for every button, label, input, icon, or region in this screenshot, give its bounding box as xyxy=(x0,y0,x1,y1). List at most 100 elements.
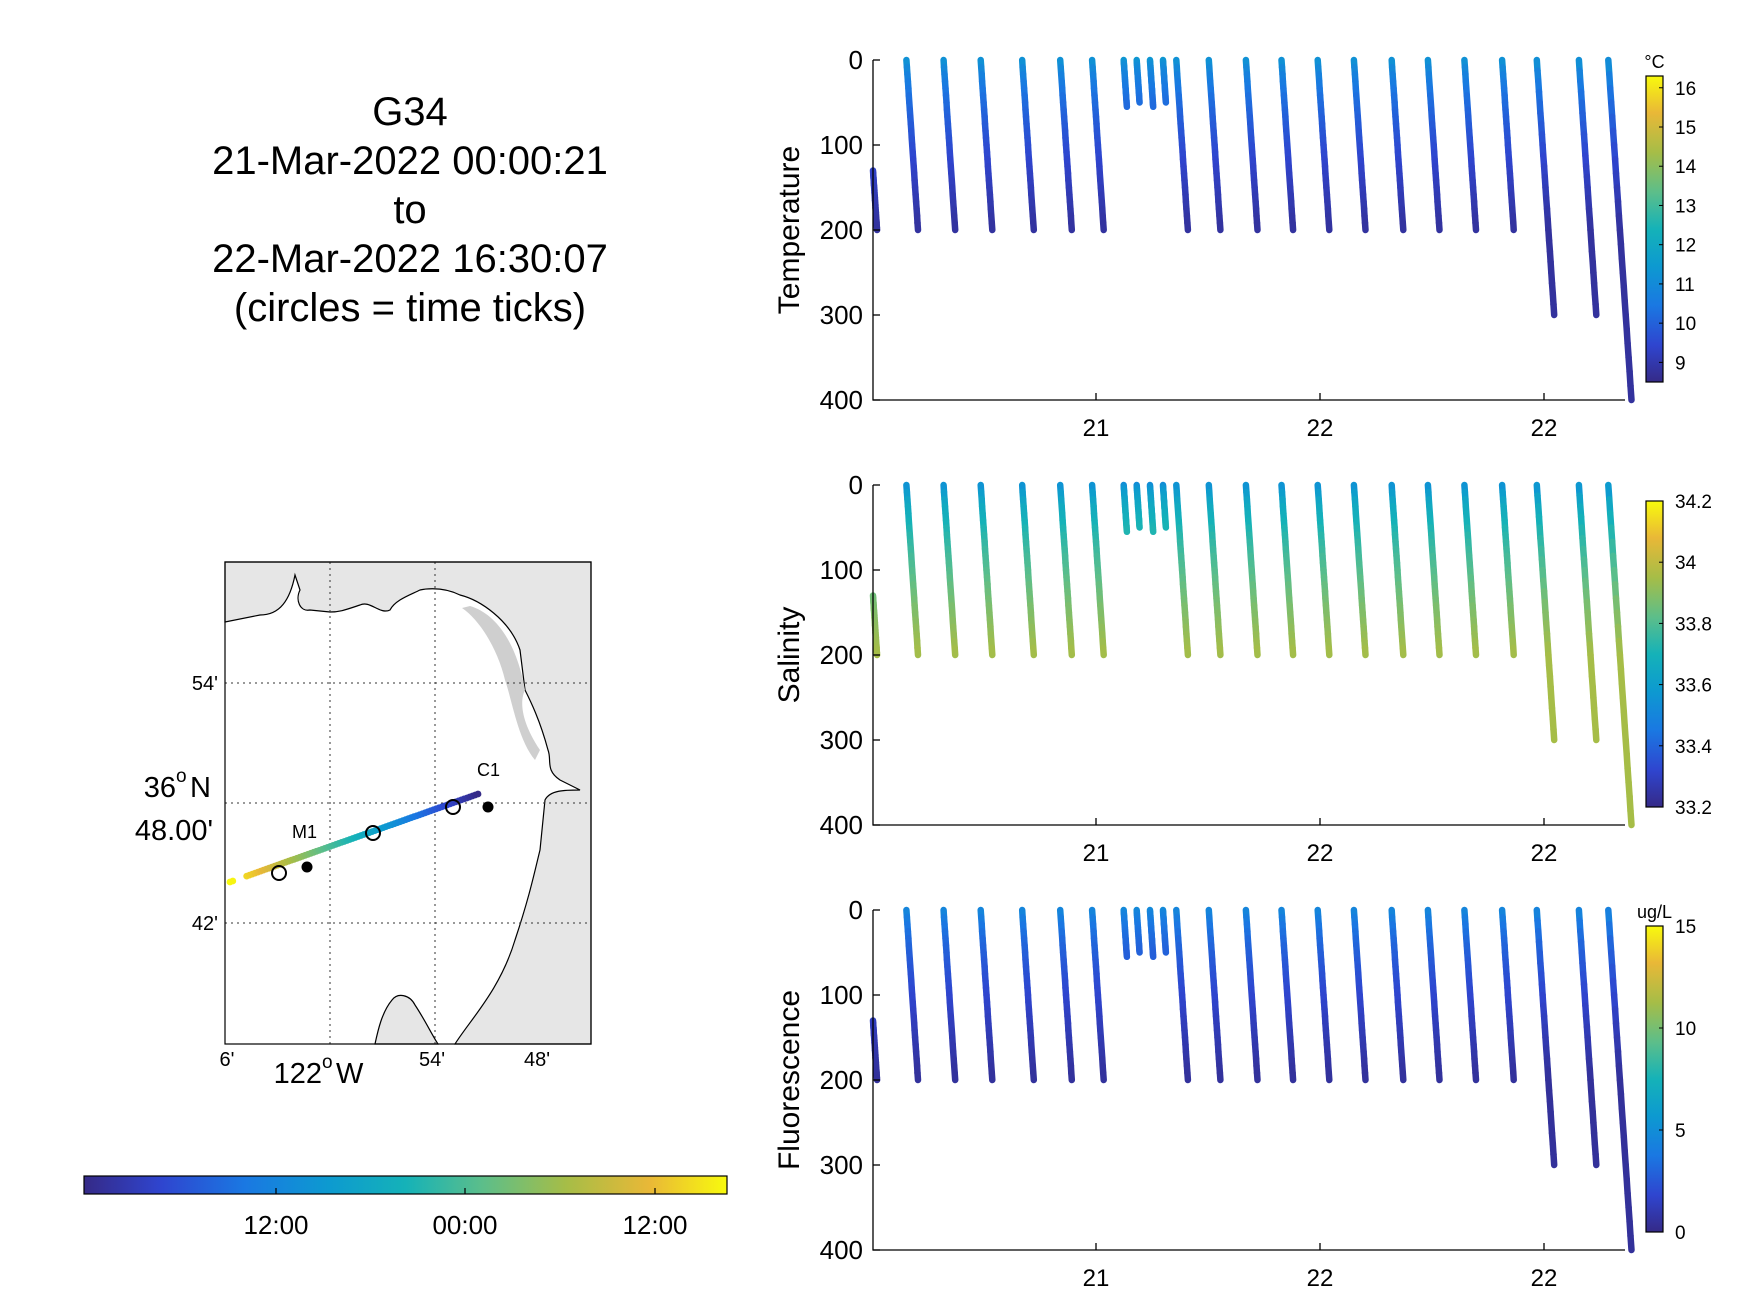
colorbar-tick-label: 10 xyxy=(1675,314,1696,335)
y-axis-label: Temperature xyxy=(773,146,806,314)
track-point xyxy=(229,877,237,885)
colorbar-tick-label: 13 xyxy=(1675,196,1696,217)
y-tick-label: 100 xyxy=(820,980,863,1010)
profile-segment xyxy=(1399,219,1407,234)
colorbar-tick-label: 10 xyxy=(1675,1019,1696,1040)
x-tick-label: 21 xyxy=(1083,1265,1110,1292)
map-lat-center-deg: 36 xyxy=(144,772,176,804)
y-tick-label: 400 xyxy=(820,810,863,840)
y-tick-label: 300 xyxy=(820,300,863,330)
colorbar-tick-label: 15 xyxy=(1675,917,1696,938)
profile-segment xyxy=(1216,219,1224,234)
map-lat-center-min: 48.00' xyxy=(135,815,213,847)
map-lon-hemisphere: W xyxy=(336,1058,364,1090)
profile-segment xyxy=(1068,219,1076,234)
profile-segment xyxy=(1030,644,1038,659)
profile-segment xyxy=(1068,1069,1076,1084)
station-marker-m1 xyxy=(301,861,313,873)
y-tick-label: 0 xyxy=(849,45,863,75)
profile-segment xyxy=(1627,807,1635,829)
profile-segment xyxy=(1030,219,1038,234)
glider-track xyxy=(226,790,482,886)
profile-segment xyxy=(1361,644,1369,659)
profile-panel-fluorescence: 0 100 200 300 400 21 22 22 Fluorescence 15 10 5 0 ug/… xyxy=(773,895,1696,1292)
profile-segment xyxy=(951,644,959,659)
x-tick-label: 21 xyxy=(1083,415,1110,442)
map-frame xyxy=(224,561,592,1045)
profile-segment xyxy=(1435,1069,1443,1084)
profile-segment xyxy=(1361,219,1369,234)
land-north xyxy=(224,561,592,1045)
profile-segment xyxy=(1592,301,1600,319)
y-tick-label: 0 xyxy=(849,470,863,500)
profile-segment xyxy=(1472,219,1480,234)
colorbar-tick-label: 16 xyxy=(1675,79,1696,100)
x-tick-label: 22 xyxy=(1307,415,1334,442)
profile-segment xyxy=(1550,301,1558,319)
profile-segment xyxy=(951,219,959,234)
y-tick-label: 100 xyxy=(820,130,863,160)
profile-segment xyxy=(1627,1232,1635,1254)
time-tick-circle xyxy=(271,865,287,881)
colorbar-tick-label: 33.4 xyxy=(1675,737,1712,758)
profile-segment xyxy=(1435,644,1443,659)
y-axis-label: Fluorescence xyxy=(773,990,806,1170)
profile-panel-temperature: 0 100 200 300 400 21 22 22 Temperature 16 15 14 13 12… xyxy=(773,45,1697,442)
y-tick-label: 200 xyxy=(820,640,863,670)
profile-segment xyxy=(1550,726,1558,744)
colorbar xyxy=(1645,75,1664,383)
map-panel: C1 M1 54' 42' 36 o N 48.00' 6' 54' 48' 1… xyxy=(135,561,592,1090)
title-glider: G34 xyxy=(372,90,448,134)
profile-segment xyxy=(1253,219,1261,234)
colorbar-tick-label: 33.8 xyxy=(1675,614,1712,635)
map-lon-center-deg: 122 xyxy=(274,1058,322,1090)
colorbar xyxy=(1645,500,1664,808)
x-tick-label: 22 xyxy=(1531,1265,1558,1292)
profile-segment xyxy=(1099,219,1107,234)
profile-segment xyxy=(914,219,922,234)
map-grid xyxy=(225,562,591,1044)
profile-segment xyxy=(1361,1069,1369,1084)
profile-segment xyxy=(988,644,996,659)
time-tick-circle xyxy=(445,799,461,815)
profile-segment xyxy=(1325,219,1333,234)
profile-segment xyxy=(1184,644,1192,659)
profile-segment xyxy=(1253,644,1261,659)
colorbar-tick-label: 5 xyxy=(1675,1121,1686,1142)
title-to: to xyxy=(393,188,427,232)
y-tick-label: 100 xyxy=(820,555,863,585)
colorbar-tick-label: 34.2 xyxy=(1675,492,1712,513)
time-colorbar-tick: 12:00 xyxy=(243,1210,308,1240)
map-lon-tick: 48' xyxy=(524,1049,550,1071)
profile-segment xyxy=(988,1069,996,1084)
map-lat-hemisphere: N xyxy=(190,772,211,804)
station-label-c1: C1 xyxy=(477,760,500,780)
colorbar-tick-label: 0 xyxy=(1675,1223,1686,1244)
time-colorbar-tick: 12:00 xyxy=(622,1210,687,1240)
profile-segment xyxy=(1399,644,1407,659)
colorbar xyxy=(1645,925,1664,1233)
x-tick-label: 22 xyxy=(1307,840,1334,867)
degree-symbol: o xyxy=(322,1052,333,1073)
y-tick-label: 200 xyxy=(820,1065,863,1095)
map-lon-tick: 54' xyxy=(419,1049,445,1071)
figure-title: G34 21-Mar-2022 00:00:21 to 22-Mar-2022 … xyxy=(150,88,670,333)
profile-segment xyxy=(1030,1069,1038,1084)
y-tick-label: 300 xyxy=(820,725,863,755)
degree-symbol: o xyxy=(176,766,187,787)
colorbar-tick-label: 11 xyxy=(1675,275,1695,296)
colorbar-tick-label: 15 xyxy=(1675,118,1696,139)
x-tick-label: 21 xyxy=(1083,840,1110,867)
profile-segment xyxy=(914,1069,922,1084)
x-tick-label: 22 xyxy=(1307,1265,1334,1292)
time-colorbar: 12:00 00:00 12:00 xyxy=(83,1175,728,1240)
profile-segment xyxy=(1592,726,1600,744)
time-colorbar-tick: 00:00 xyxy=(432,1210,497,1240)
profile-segment xyxy=(951,1069,959,1084)
map-lon-tick: 6' xyxy=(220,1049,235,1071)
colorbar-tick-label: 9 xyxy=(1675,353,1686,374)
colorbar-tick-label: 33.6 xyxy=(1675,676,1712,697)
profile-segment xyxy=(1325,1069,1333,1084)
profile-segment xyxy=(1627,382,1635,404)
